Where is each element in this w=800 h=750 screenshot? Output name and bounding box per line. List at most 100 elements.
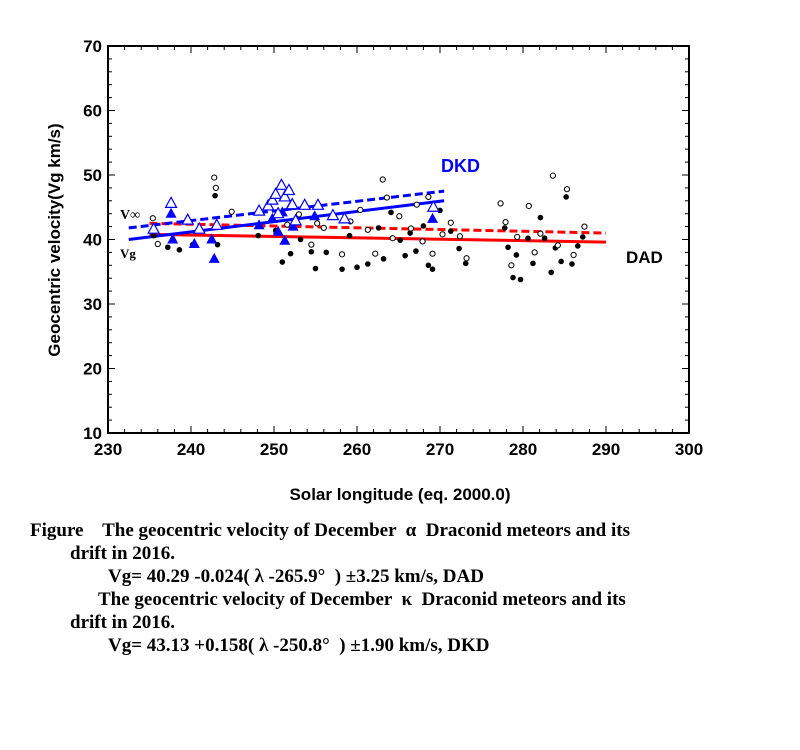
x-tick-label: 300 <box>675 440 703 459</box>
dad-point <box>339 266 345 272</box>
dad-vinf-point <box>525 202 532 210</box>
dkd-point <box>188 238 200 249</box>
dad-vinf-point <box>389 235 396 242</box>
caption-line: Vg= 43.13 +0.158( λ -250.8° ) ±1.90 km/s… <box>108 635 490 656</box>
vinf-label: V∞ <box>120 208 140 223</box>
dkd-vinf-point <box>338 211 352 224</box>
dad-point <box>176 247 183 253</box>
caption-line: The geocentric velocity of December κ Dr… <box>98 589 626 610</box>
dad-point <box>354 264 360 271</box>
x-tick-label: 240 <box>177 440 205 459</box>
dad-point <box>388 209 394 216</box>
dkd-vinf-point <box>164 196 178 208</box>
dad-point <box>364 261 371 267</box>
dkd-point <box>272 225 284 236</box>
dad-point <box>513 252 520 258</box>
caption-line: drift in 2016. <box>70 612 176 633</box>
dkd-vinf-point <box>298 198 312 210</box>
dad-point <box>413 248 419 254</box>
dad-vinf-point <box>554 242 561 249</box>
dad-vinf-point <box>447 219 454 226</box>
dad-vinf-point <box>514 233 521 241</box>
dad-point <box>501 225 508 231</box>
dad-vinf-point <box>211 174 218 181</box>
dad-label: DAD <box>626 248 663 267</box>
x-axis-label: Solar longitude (eq. 2000.0) <box>289 485 510 504</box>
dkd-vinf-point <box>271 206 285 219</box>
x-tick-label: 290 <box>592 440 620 459</box>
dad-vinf-point <box>581 223 588 230</box>
velocity-scatter-chart: 230 240 250 260 270 280 290 300 10 20 30 40 50 60 70 S… <box>45 37 703 504</box>
dkd-vinf-point <box>269 187 283 199</box>
dkd-vinf-point <box>326 208 340 221</box>
dad-point <box>525 235 531 242</box>
dad-point <box>164 244 171 251</box>
dkd-vinf-point <box>181 212 195 225</box>
x-tick-label: 250 <box>260 440 288 459</box>
caption-line: Figure The geocentric velocity of Decemb… <box>30 520 630 541</box>
y-axis-label: Geocentric velocity(Vg km/s) <box>45 123 64 356</box>
y-tick-label: 20 <box>83 360 102 379</box>
dad-point <box>462 260 469 267</box>
dad-point <box>402 252 408 259</box>
dkd-vinf-point <box>426 200 440 212</box>
dad-vinf-point <box>497 200 504 207</box>
trend-line <box>149 232 607 244</box>
dad-vinf-point <box>563 186 571 193</box>
dad-vinf-point <box>463 255 470 262</box>
dad-vinf-point <box>379 176 386 183</box>
dad-vinf-point <box>508 262 515 269</box>
vg-label: Vg <box>120 246 136 261</box>
dad-point <box>429 266 436 272</box>
dad-vinf-point <box>570 251 577 259</box>
dad-point <box>569 261 575 267</box>
dad-vinf-point <box>407 225 415 232</box>
dad-point <box>574 243 581 249</box>
y-tick-label: 40 <box>83 231 102 250</box>
dad-vinf-point <box>531 249 538 256</box>
dad-point <box>397 237 403 243</box>
dkd-vinf-point <box>261 198 275 211</box>
dkd-point <box>167 233 179 244</box>
dad-point <box>537 214 544 221</box>
dad-vinf-point <box>154 240 161 248</box>
dad-point <box>420 223 427 229</box>
dad-point <box>530 260 536 267</box>
dkd-vinf-point <box>274 178 288 190</box>
dad-point <box>312 265 319 272</box>
trend-line <box>128 199 445 241</box>
dkd-vinf-point <box>252 203 266 216</box>
dad-vinf-point <box>308 241 315 248</box>
y-tick-label: 10 <box>83 424 102 443</box>
dkd-label: DKD <box>441 156 480 176</box>
dad-vinf-point <box>425 193 432 201</box>
axis-ticks: 230 240 250 260 270 280 290 300 10 20 30 40 50 60 70 <box>83 37 703 459</box>
dad-point <box>407 230 413 236</box>
dad-vinf-point <box>549 172 556 179</box>
dkd-point <box>208 252 220 263</box>
dad-point <box>456 245 462 252</box>
y-tick-label: 70 <box>83 37 102 56</box>
dad-point <box>279 259 286 265</box>
caption-line: drift in 2016. <box>70 543 176 564</box>
dad-vinf-point <box>364 226 371 233</box>
x-tick-label: 230 <box>94 440 122 459</box>
dad-vinf-point <box>372 250 379 257</box>
dkd-point <box>253 219 265 230</box>
dkd-point <box>427 212 439 223</box>
dad-point <box>255 232 262 239</box>
x-tick-label: 280 <box>509 440 537 459</box>
dad-vinf-point <box>212 184 219 191</box>
dad-point <box>437 207 443 214</box>
x-tick-label: 260 <box>343 440 371 459</box>
x-tick-label: 270 <box>426 440 454 459</box>
y-tick-label: 60 <box>83 102 102 121</box>
dkd-vinf-point <box>282 183 296 196</box>
figure-caption: Figure The geocentric velocity of Decemb… <box>30 519 790 657</box>
dad-point <box>563 194 569 200</box>
trend-lines <box>128 189 607 244</box>
dad-point <box>380 256 387 262</box>
caption-line: Vg= 40.29 -0.024( λ -265.9° ) ±3.25 km/s… <box>108 566 484 587</box>
dad-vinf-point <box>228 208 235 215</box>
dad-vinf-point <box>284 221 291 228</box>
